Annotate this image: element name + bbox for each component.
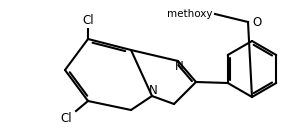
Text: N: N	[149, 83, 157, 96]
Text: O: O	[252, 15, 261, 29]
Text: Cl: Cl	[82, 14, 94, 27]
Text: Cl: Cl	[60, 112, 72, 125]
Text: N: N	[174, 60, 183, 74]
Text: methoxy: methoxy	[167, 9, 212, 19]
